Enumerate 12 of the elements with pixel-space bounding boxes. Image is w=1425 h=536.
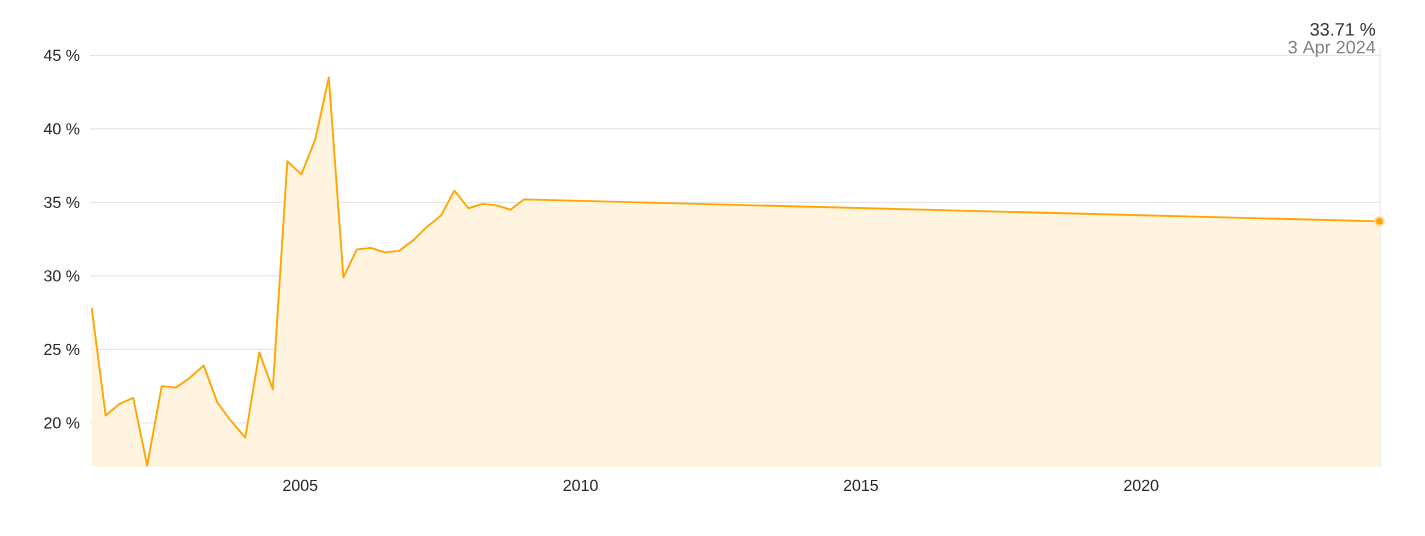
- x-tick-label: 2010: [563, 479, 598, 492]
- y-tick-label: 45 %: [43, 49, 80, 61]
- y-tick-label: 25 %: [44, 343, 80, 356]
- annotation: 3 Apr 2024: [1288, 40, 1376, 58]
- x-tick-label: 2015: [843, 479, 878, 492]
- text: 33.71 %: [1310, 22, 1376, 36]
- y-tick-label: 20 %: [44, 417, 80, 429]
- x-tick-label: 2020: [1124, 479, 1159, 492]
- x-tick-label: 2005: [283, 479, 318, 492]
- y-tick-label: 30 %: [44, 270, 80, 282]
- y-tick-label: 35 %: [44, 196, 80, 209]
- y-tick-label: 40 %: [43, 123, 80, 135]
